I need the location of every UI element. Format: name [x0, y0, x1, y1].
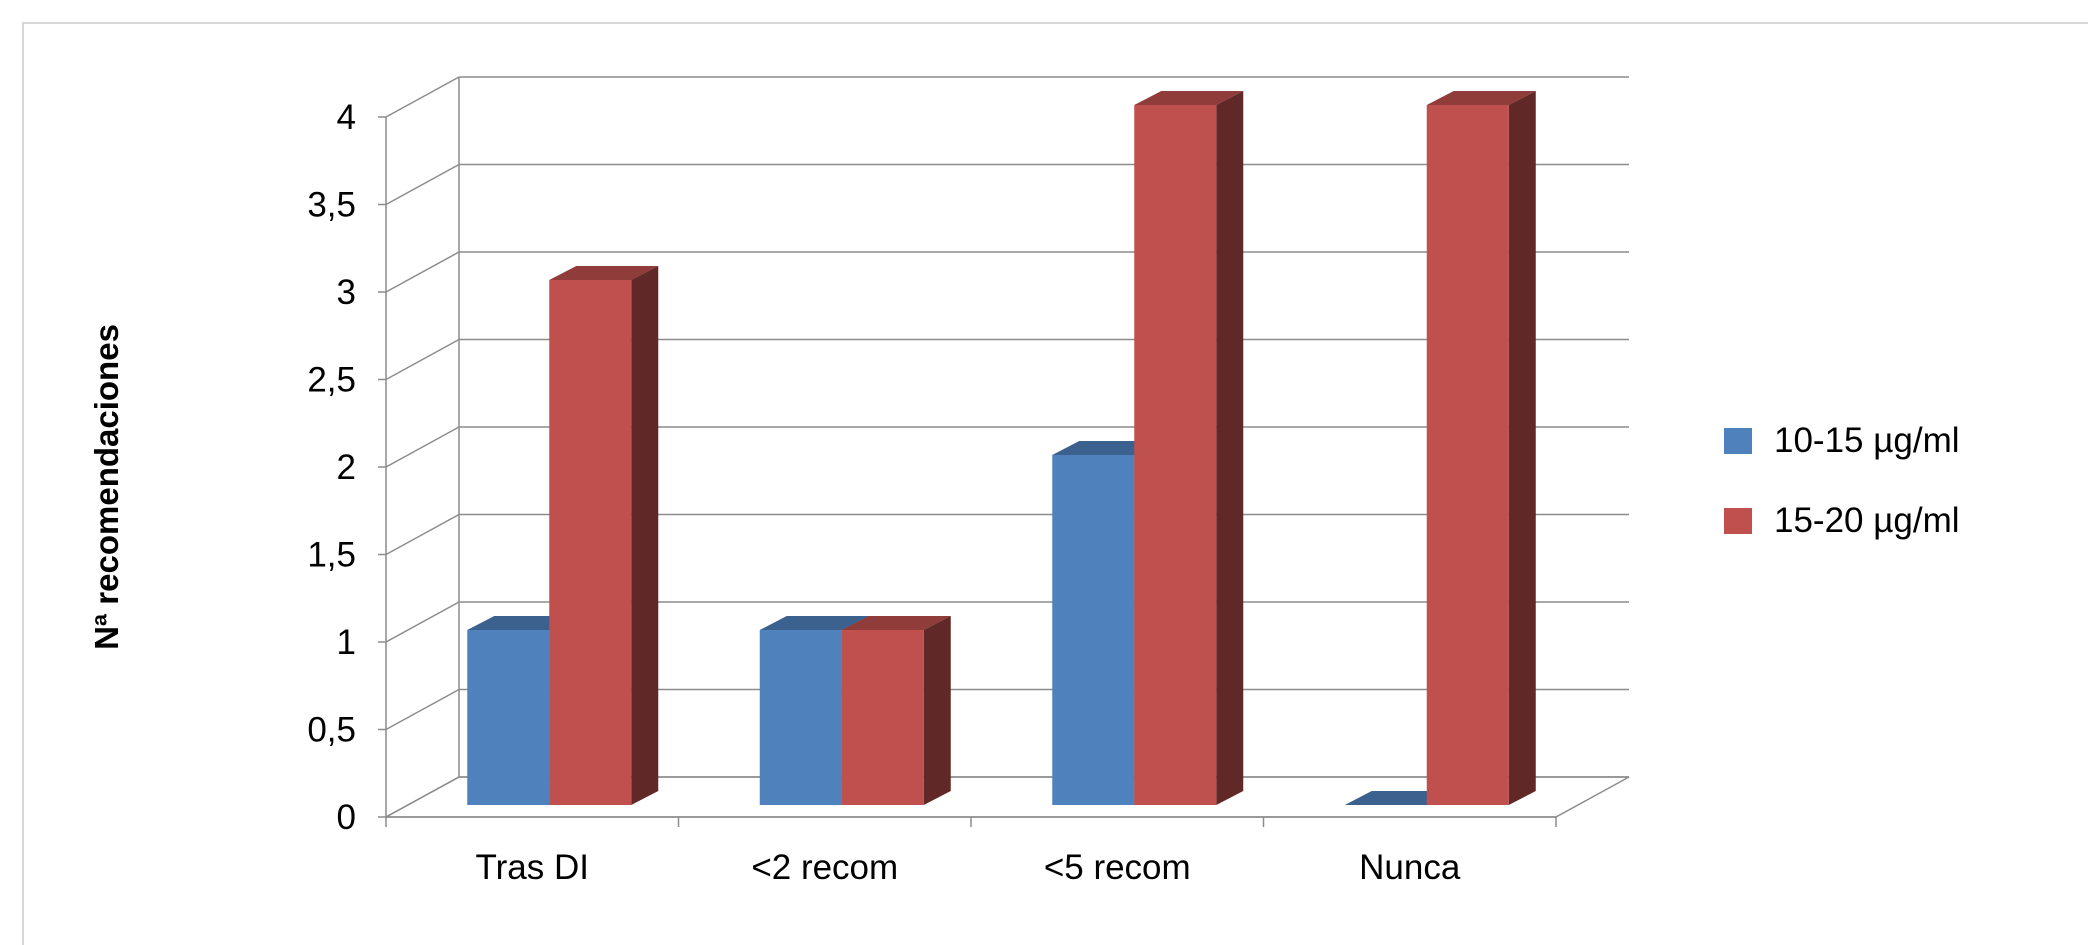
bar-front-face [759, 630, 842, 805]
axis-labels: 0 0,5 1 1,5 2 2,5 3 3,5 4 Tras DI <2 recom <5 recom… [307, 98, 1461, 887]
y-tick-label: 1 [337, 623, 356, 662]
y-tick-label: 3,5 [307, 186, 356, 225]
bar-top-face [549, 266, 659, 280]
bar-front-face [1052, 455, 1135, 805]
bar-side-face [1216, 91, 1244, 805]
bar-front-face [1134, 105, 1217, 805]
bar-front-face [467, 630, 550, 805]
bar-front-face [841, 630, 924, 805]
legend-swatch [1724, 508, 1752, 534]
y-tick-label: 2 [337, 448, 356, 487]
y-tick-label: 1,5 [307, 536, 356, 575]
bar-side-face [631, 266, 659, 805]
gridline-side [385, 513, 460, 556]
bar-front-face [549, 280, 632, 805]
gridline-side [385, 76, 460, 118]
legend-entry-label: 10-15 µg/ml [1774, 421, 1960, 460]
legend-entry-label: 15-20 µg/ml [1774, 501, 1960, 540]
bars [467, 91, 1536, 805]
bar-top-face [1344, 791, 1454, 805]
bar-top-face [1134, 91, 1244, 105]
legend: 10-15 µg/ml 15-20 µg/ml [1724, 421, 1960, 540]
gridline-side [385, 163, 460, 206]
bar-top-face [841, 616, 951, 630]
chart-frame [22, 22, 2088, 945]
y-tick-label: 0,5 [307, 711, 356, 750]
gridline-side [385, 776, 460, 818]
y-axis-title: Nª recomendaciones [88, 324, 125, 650]
gridline-side [385, 426, 460, 468]
legend-swatch [1724, 428, 1752, 454]
gridline-side [385, 251, 460, 293]
y-tick-label: 4 [337, 98, 356, 137]
bar-2-2 [841, 616, 951, 805]
x-category-label: <5 recom [1044, 848, 1191, 887]
bar-side-face [1508, 91, 1536, 805]
bar-2-3 [1134, 91, 1244, 805]
x-category-label: Nunca [1359, 848, 1461, 887]
y-tick-label: 2,5 [307, 361, 356, 400]
gridline-side [385, 688, 460, 731]
bar-side-face [923, 616, 951, 805]
axes [378, 77, 1557, 827]
bar-top-face [467, 616, 577, 630]
x-category-label: Tras DI [476, 848, 589, 887]
y-tick-label: 0 [337, 798, 356, 837]
gridline-side [385, 338, 460, 381]
bar-front-face [1426, 105, 1509, 805]
bar-1-4 [1344, 791, 1454, 805]
gridline-side [385, 601, 460, 643]
bar-top-face [759, 616, 869, 630]
bar-2-1 [549, 266, 659, 805]
bar-2-4 [1426, 91, 1536, 805]
y-tick-label: 3 [337, 273, 356, 312]
bar-top-face [1426, 91, 1536, 105]
bar-top-face [1052, 441, 1162, 455]
x-category-label: <2 recom [751, 848, 898, 887]
